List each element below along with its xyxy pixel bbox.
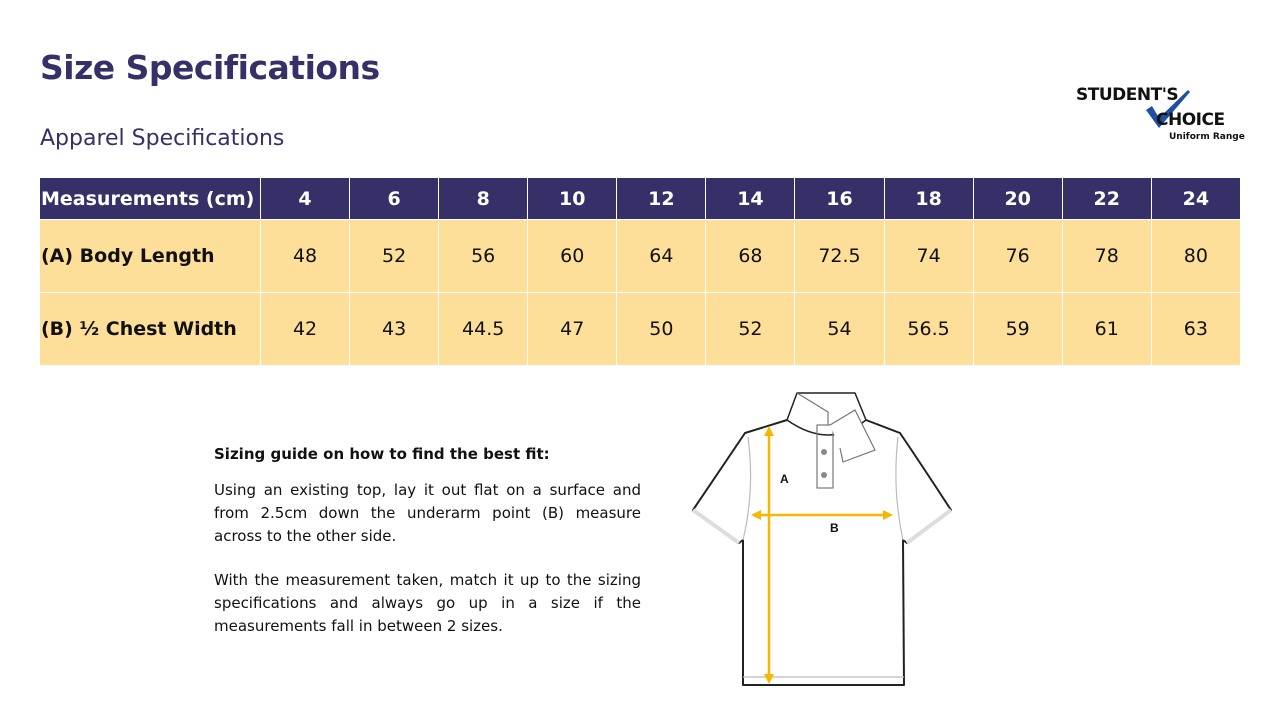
column-header-size: 4: [259, 177, 351, 220]
polo-shirt-diagram: A B: [691, 392, 953, 686]
table-cell: 76: [972, 219, 1063, 293]
table-cell: 54: [794, 292, 885, 366]
table-cell: 74: [883, 219, 974, 293]
table-cell: 80: [1150, 219, 1242, 293]
table-cell: 52: [705, 292, 796, 366]
table-header-row: Measurements (cm) 4 6 8 10 12 14 16 18 20 22 24: [39, 177, 1242, 220]
column-header-measurements: Measurements (cm): [39, 177, 261, 220]
logo-line2: CHOICE: [1156, 110, 1225, 130]
column-header-size: 8: [438, 177, 529, 220]
table-cell: 64: [616, 219, 707, 293]
table-row: (A) Body Length 48 52 56 60 64 68 72.5 74 76 78 80: [39, 219, 1242, 293]
table-cell: 59: [972, 292, 1063, 366]
size-table: Measurements (cm) 4 6 8 10 12 14 16 18 20 22 24 (A)…: [39, 177, 1242, 366]
table-cell: 61: [1061, 292, 1152, 366]
column-header-size: 18: [883, 177, 974, 220]
column-header-size: 14: [705, 177, 796, 220]
guide-heading: Sizing guide on how to find the best fit…: [214, 445, 550, 463]
table-cell: 68: [705, 219, 796, 293]
guide-paragraph: Using an existing top, lay it out flat o…: [214, 481, 641, 545]
table-cell: 44.5: [438, 292, 529, 366]
column-header-size: 22: [1061, 177, 1152, 220]
row-label: (A) Body Length: [39, 219, 261, 293]
column-header-size: 24: [1150, 177, 1242, 220]
table-cell: 52: [349, 219, 440, 293]
table-cell: 48: [259, 219, 351, 293]
column-header-size: 10: [527, 177, 618, 220]
guide-paragraph: With the measurement taken, match it up …: [214, 571, 641, 635]
page-title: Size Specifications: [40, 48, 380, 87]
table-cell: 60: [527, 219, 618, 293]
logo-line1: STUDENT'S: [1076, 85, 1179, 105]
students-choice-logo: STUDENT'S CHOICE Uniform Range: [1070, 82, 1245, 147]
row-label: (B) ½ Chest Width: [39, 292, 261, 366]
shirt-body-outline: [692, 419, 952, 686]
table-cell: 50: [616, 292, 707, 366]
column-header-size: 12: [616, 177, 707, 220]
table-cell: 72.5: [794, 219, 885, 293]
label-b: B: [830, 521, 839, 535]
table-cell: 42: [259, 292, 351, 366]
logo-line3: Uniform Range: [1169, 132, 1245, 142]
table-cell: 78: [1061, 219, 1152, 293]
checkmark-icon: [1146, 90, 1190, 128]
table-cell: 47: [527, 292, 618, 366]
column-header-size: 16: [794, 177, 885, 220]
table-cell: 63: [1150, 292, 1242, 366]
page-subtitle: Apparel Specifications: [40, 126, 285, 151]
sizing-guide: Sizing guide on how to find the best fit…: [214, 443, 641, 659]
column-header-size: 20: [972, 177, 1063, 220]
table-cell: 56.5: [883, 292, 974, 366]
table-row: (B) ½ Chest Width 42 43 44.5 47 50 52 54 56.5 59 6…: [39, 292, 1242, 366]
column-header-size: 6: [349, 177, 440, 220]
table-cell: 43: [349, 292, 440, 366]
table-cell: 56: [438, 219, 529, 293]
label-a: A: [780, 472, 789, 486]
